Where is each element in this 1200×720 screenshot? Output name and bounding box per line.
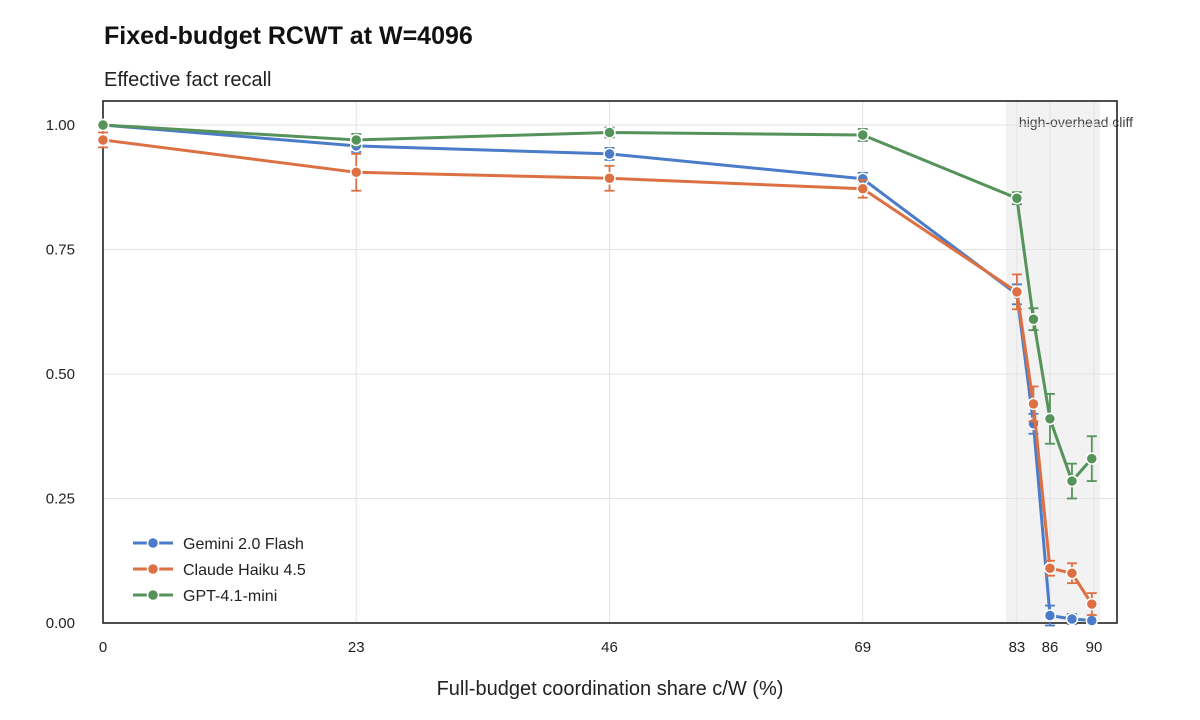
x-axis-label: Full-budget coordination share c/W (%) [436, 678, 784, 700]
data-point [1010, 191, 1024, 205]
x-tick-label: 46 [601, 639, 618, 656]
legend-label: Claude Haiku 4.5 [183, 562, 306, 579]
data-point [1043, 609, 1057, 622]
data-point [603, 126, 616, 139]
data-point [1043, 412, 1057, 426]
data-point [1085, 614, 1099, 627]
data-point [603, 147, 616, 161]
data-point [856, 128, 870, 142]
shaded-region [1005, 101, 1100, 623]
data-point [1085, 452, 1099, 465]
legend-swatch-marker [146, 562, 160, 576]
legend-label: Gemini 2.0 Flash [183, 536, 304, 553]
y-tick-label: 0.50 [46, 366, 75, 383]
x-tick-label: 90 [1086, 639, 1103, 656]
data-point [96, 133, 110, 147]
y-tick-label: 0.75 [46, 242, 75, 259]
data-point [1065, 566, 1079, 580]
y-tick-label: 0.25 [46, 491, 75, 508]
data-point [350, 133, 363, 147]
data-point [1043, 561, 1057, 575]
legend-label: GPT-4.1-mini [183, 588, 277, 605]
legend-swatch-marker [146, 536, 160, 550]
x-tick-label: 83 [1009, 639, 1026, 656]
data-point [1027, 312, 1040, 326]
shaded-region-label: high-overhead cliff [1019, 114, 1133, 130]
y-axis-label: Effective fact recall [104, 69, 272, 91]
legend-swatch-marker [146, 588, 160, 602]
data-point [1010, 285, 1024, 299]
x-tick-label: 86 [1042, 639, 1059, 656]
data-point [96, 118, 110, 132]
data-point [1065, 612, 1079, 626]
data-point [856, 182, 870, 195]
y-tick-label: 1.00 [46, 117, 75, 134]
data-point [350, 166, 363, 179]
data-point [1027, 397, 1040, 411]
x-tick-label: 23 [348, 639, 365, 656]
x-tick-label: 69 [854, 639, 871, 656]
y-tick-label: 0.00 [46, 615, 75, 632]
data-point [1085, 597, 1099, 611]
x-tick-label: 0 [99, 639, 107, 656]
data-point [603, 172, 616, 185]
plot-frame [102, 100, 1118, 624]
series-line [102, 138, 1094, 605]
data-point [1065, 474, 1079, 488]
chart-title: Fixed-budget RCWT at W=4096 [104, 22, 473, 50]
